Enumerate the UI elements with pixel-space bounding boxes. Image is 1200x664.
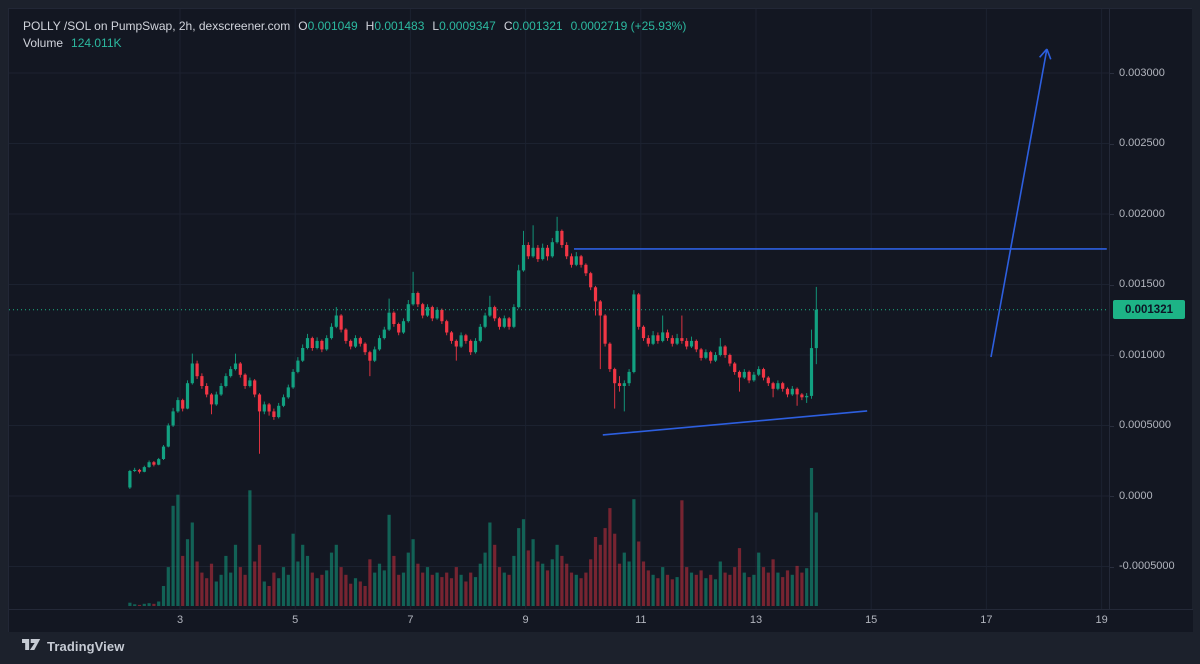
price-axis-tick (1110, 284, 1114, 286)
ohlc-open: O0.001049 (298, 19, 358, 33)
volume-value: 124.011K (71, 36, 122, 50)
legend-volume-row: Volume 124.011K (23, 36, 686, 51)
ohlc-close: C0.001321 (503, 19, 563, 33)
price-axis-tick (1110, 496, 1114, 497)
price-axis-label: -0.0005000 (1119, 560, 1175, 572)
time-axis-label: 19 (1095, 614, 1108, 626)
time-axis-label: 9 (522, 614, 529, 626)
time-axis-label: 15 (865, 614, 878, 626)
chart-svg[interactable] (9, 9, 1109, 609)
price-axis-label: 0.0005000 (1119, 419, 1171, 431)
time-axis-label: 13 (749, 614, 763, 626)
time-axis-label: 5 (292, 614, 299, 626)
price-axis-label: 0.002000 (1119, 207, 1165, 220)
price-axis-label: 0.0000 (1119, 489, 1153, 502)
price-change: 0.0002719 (+25.93%) (570, 19, 687, 33)
tradingview-logo[interactable]: TradingView (22, 639, 124, 654)
ohlc-high: H0.001483 (365, 19, 425, 33)
time-axis[interactable]: 3 5 7 9 11 13 15 17 19 (9, 609, 1193, 632)
tradingview-brand-label: TradingView (47, 639, 125, 654)
price-axis-label: 0.001000 (1119, 348, 1165, 361)
grid-lines (9, 9, 1109, 609)
volume-label: Volume (23, 36, 64, 50)
ohlc-low: L0.0009347 (432, 19, 496, 33)
candles (128, 216, 818, 489)
time-axis-label: 17 (980, 614, 993, 626)
price-axis[interactable]: 0.001321 0.003000 0.002500 0.002000 0.00150… (1109, 9, 1192, 609)
chart-canvas[interactable] (9, 9, 1109, 609)
price-axis-tick (1110, 425, 1114, 427)
chart-widget: POLLY /SOL on PumpSwap, 2h, dexscreener.… (8, 8, 1193, 632)
legend-title-row: POLLY /SOL on PumpSwap, 2h, dexscreener.… (23, 19, 686, 34)
price-axis-tick (1110, 214, 1114, 215)
price-axis-label: 0.002500 (1119, 137, 1165, 149)
price-axis-tick (1110, 73, 1114, 74)
symbol-title[interactable]: POLLY /SOL on PumpSwap, 2h, dexscreener.… (23, 19, 291, 33)
tradingview-logo-icon (22, 639, 41, 651)
time-axis-label: 7 (407, 614, 414, 626)
breakout-arrow[interactable] (990, 48, 1052, 358)
price-axis-tick (1110, 143, 1114, 145)
legend: POLLY /SOL on PumpSwap, 2h, dexscreener.… (23, 19, 686, 51)
volume-bars (128, 468, 818, 606)
price-axis-label: 0.001500 (1119, 278, 1165, 290)
time-axis-label: 11 (635, 614, 647, 626)
last-price-badge: 0.001321 (1113, 300, 1185, 320)
price-axis-tick (1110, 566, 1114, 568)
price-axis-label: 0.003000 (1119, 66, 1165, 79)
bottom-strip: TradingView (0, 632, 1200, 664)
ascending-trendline[interactable] (602, 410, 868, 436)
price-axis-tick (1110, 355, 1114, 356)
time-axis-label: 3 (176, 614, 184, 626)
